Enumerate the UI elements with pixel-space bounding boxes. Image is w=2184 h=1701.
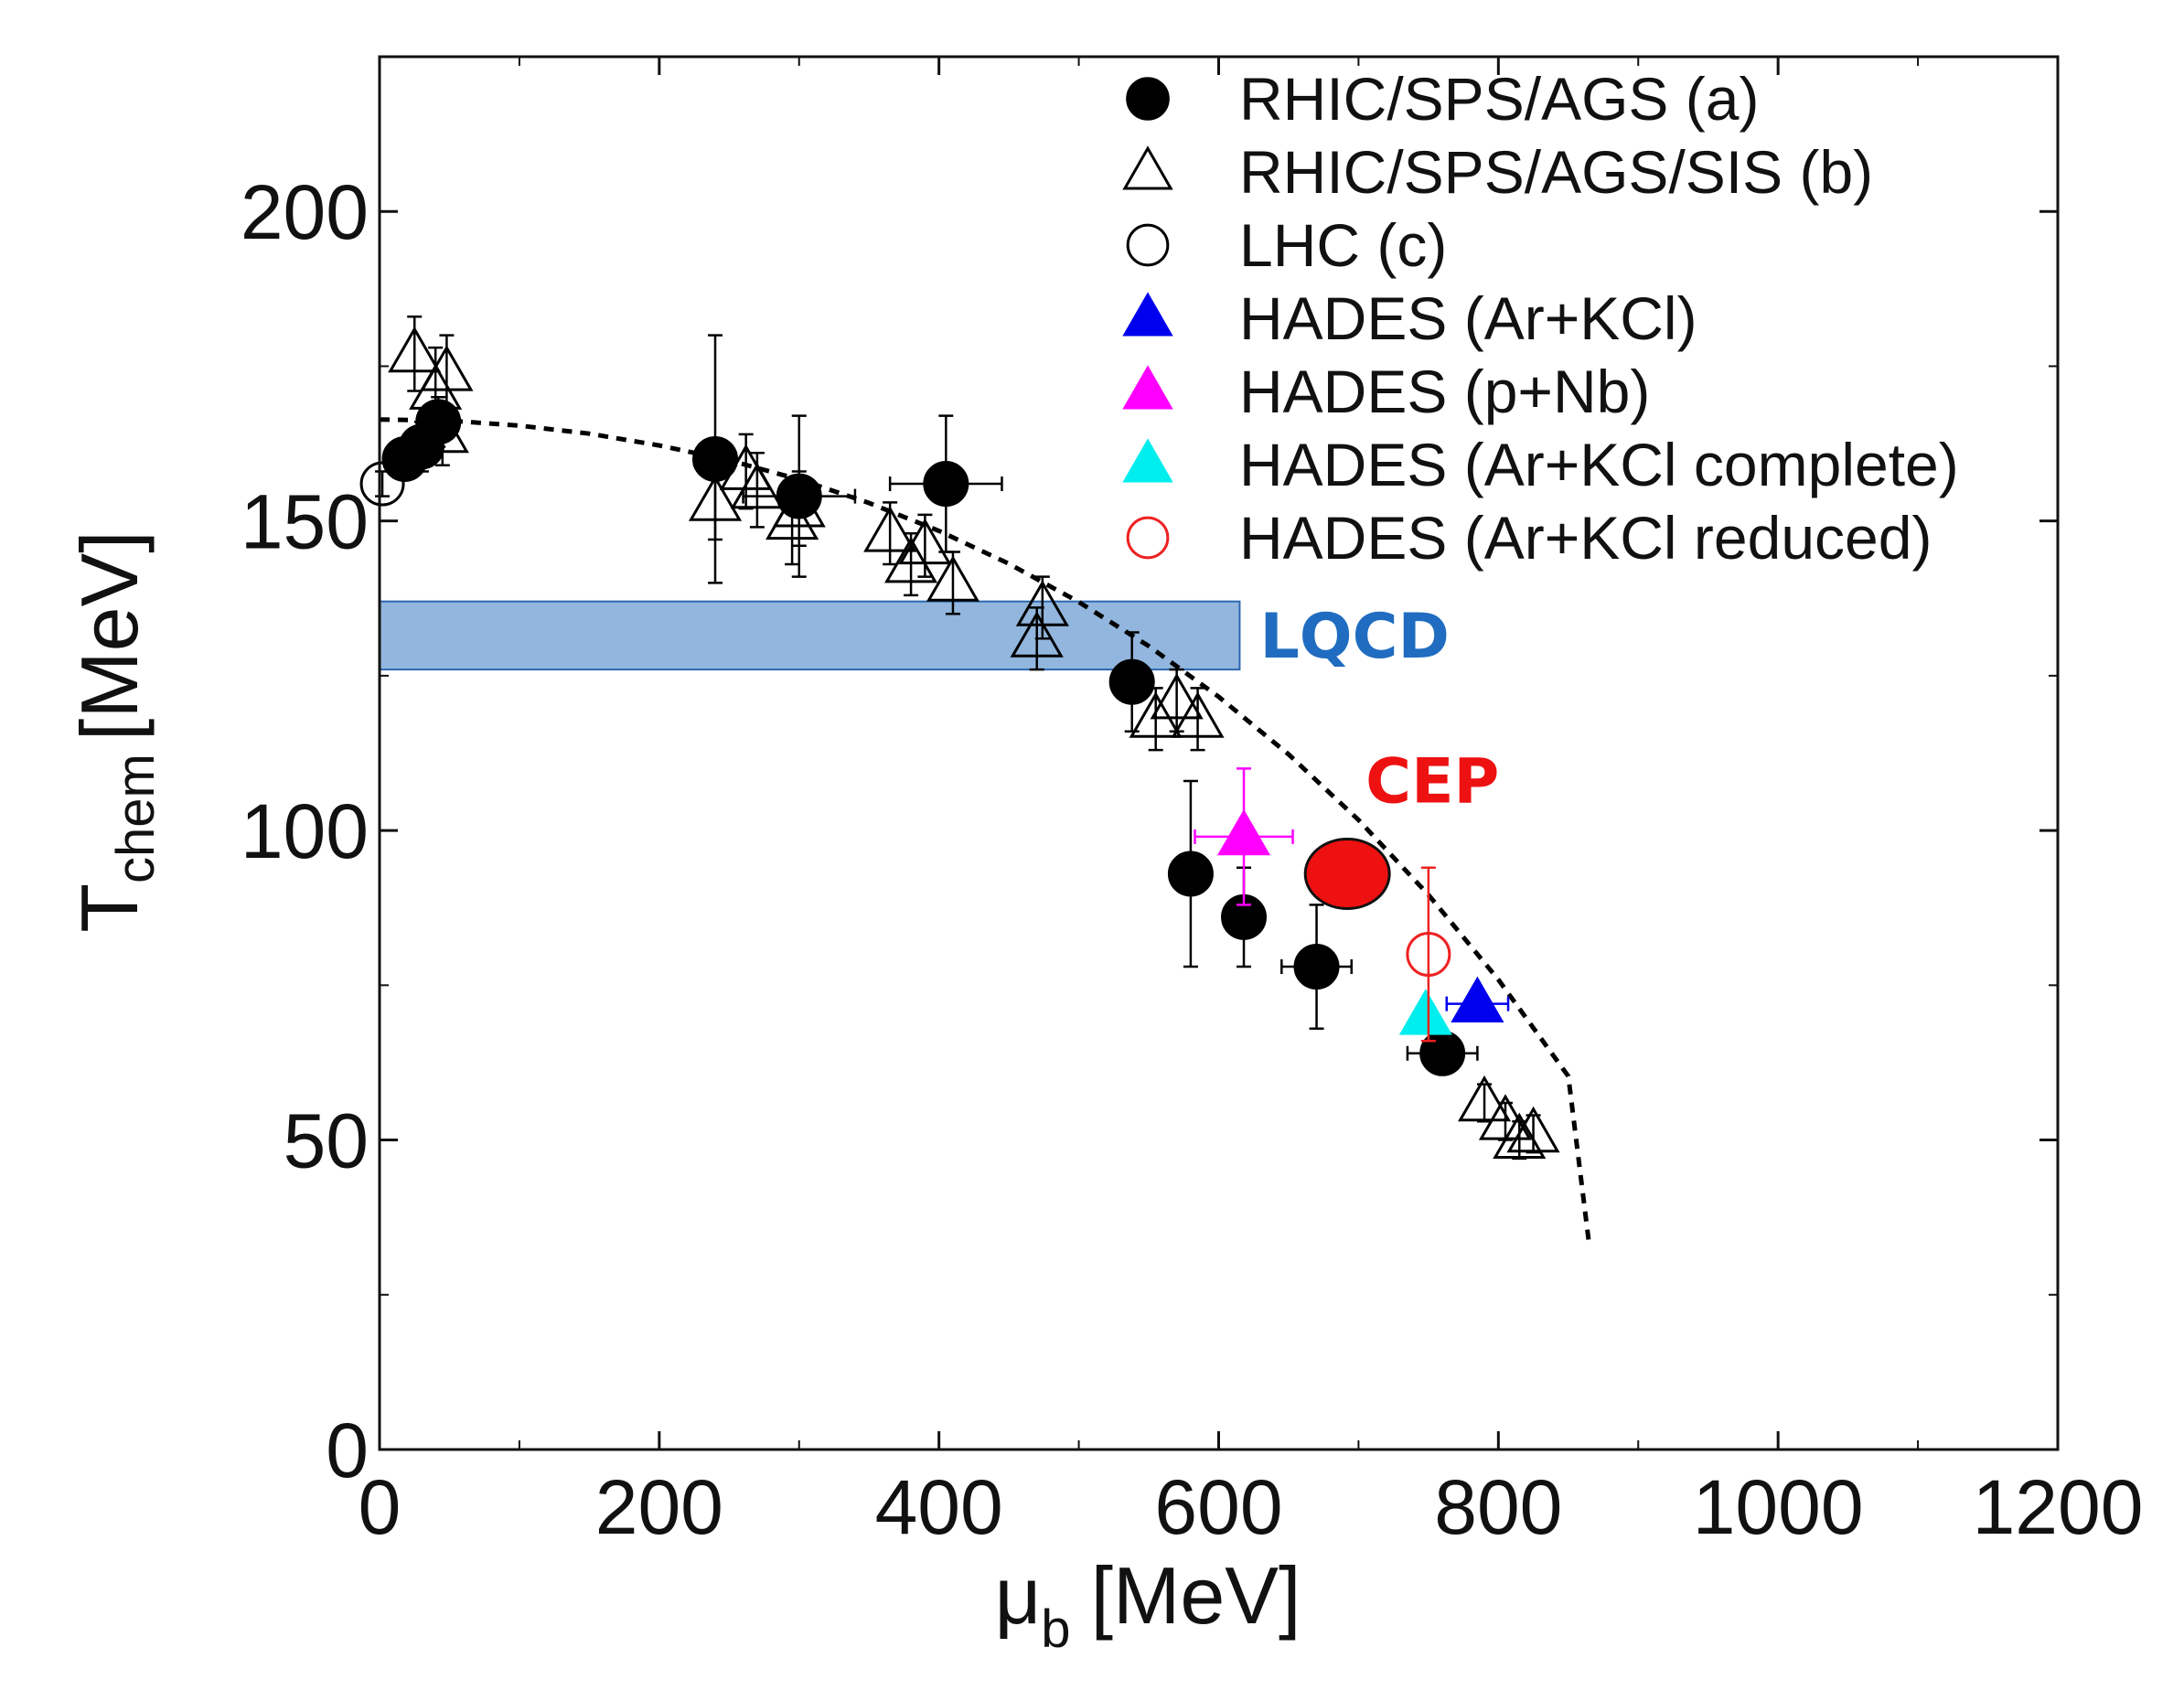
series-hades-ar-kcl — [1445, 976, 1510, 1022]
series-lhc-c — [359, 461, 405, 507]
x-axis-title: μb [MeV] — [995, 1550, 1301, 1659]
data-point-hades-p-nb-0 — [1217, 808, 1271, 856]
legend-entry-hades-ar-kcl-complete: HADES (Ar+KCl complete) — [1122, 431, 1959, 498]
x-tick-label: 1000 — [1693, 1464, 1864, 1550]
legend-marker-lhc-c — [1126, 223, 1170, 267]
data-point-rhic-sps-ags-sis-b-16 — [1150, 672, 1204, 720]
series-rhic-sps-ags-a — [381, 334, 1479, 1076]
cep-marker — [1303, 837, 1391, 910]
x-tick-label: 1200 — [1973, 1464, 2144, 1550]
series-hades-p-nb — [1194, 767, 1294, 906]
data-point-rhic-sps-ags-a-9 — [1293, 944, 1340, 990]
data-point-rhic-sps-ags-sis-b-21 — [1506, 1106, 1560, 1153]
legend-entry-rhic-sps-ags-sis-b: RHIC/SPS/AGS/SIS (b) — [1122, 138, 1873, 206]
annotation-layer: CEP — [1303, 745, 1499, 910]
tick-layer: 0 200 400 600 800 1000 1200 0 50 100 150 200 — [241, 57, 2144, 1550]
data-point-rhic-sps-ags-sis-b-14 — [1015, 580, 1069, 626]
y-axis-symbol: T — [64, 883, 155, 933]
legend-marker-hades-ar-kcl-reduced — [1126, 516, 1170, 560]
x-tick-label: 0 — [359, 1464, 401, 1550]
legend-marker-hades-ar-kcl — [1122, 292, 1173, 337]
legend-entry-hades-p-nb: HADES (p+Nb) — [1122, 358, 1650, 425]
legend-entry-rhic-sps-ags-a: RHIC/SPS/AGS (a) — [1126, 65, 1759, 133]
y-tick-label: 0 — [326, 1407, 369, 1493]
band-lqcd — [379, 600, 1241, 671]
legend-label-hades-ar-kcl: HADES (Ar+KCl) — [1239, 284, 1697, 352]
legend-label-rhic-sps-ags-a: RHIC/SPS/AGS (a) — [1239, 65, 1759, 133]
x-tick-label: 800 — [1434, 1464, 1562, 1550]
data-point-rhic-sps-ags-sis-b-0 — [388, 326, 442, 373]
series-rhic-sps-ags-sis-b — [388, 316, 1560, 1161]
data-point-rhic-sps-ags-a-2 — [415, 399, 462, 445]
data-point-hades-ar-kcl-complete-0 — [1398, 989, 1452, 1035]
data-point-rhic-sps-ags-sis-b-15 — [1129, 691, 1183, 738]
legend-entry-hades-ar-kcl: HADES (Ar+KCl) — [1122, 284, 1697, 352]
x-tick-label: 400 — [875, 1464, 1003, 1550]
svg-text:Tchem[MeV]: Tchem [MeV] — [64, 530, 166, 932]
x-axis-symbol: μ — [995, 1550, 1042, 1641]
legend-marker-hades-p-nb — [1122, 365, 1173, 410]
y-tick-label: 200 — [241, 169, 369, 255]
y-tick-label: 50 — [284, 1098, 369, 1184]
data-point-rhic-sps-ags-a-5 — [923, 461, 969, 508]
data-point-rhic-sps-ags-sis-b-20 — [1493, 1112, 1547, 1159]
plot-frame — [378, 55, 2060, 1451]
data-point-rhic-sps-ags-sis-b-8 — [772, 481, 826, 528]
x-axis-subscript: b — [1041, 1599, 1070, 1659]
y-axis-title: Tchem [MeV] — [64, 530, 166, 932]
data-point-rhic-sps-ags-sis-b-13 — [1010, 611, 1064, 658]
data-point-rhic-sps-ags-sis-b-2 — [420, 345, 474, 391]
data-point-rhic-sps-ags-sis-b-9 — [863, 506, 917, 552]
x-axis-unit: [MeV] — [1091, 1550, 1301, 1641]
y-axis-unit: [MeV] — [64, 530, 155, 741]
data-point-rhic-sps-ags-sis-b-6 — [730, 462, 784, 509]
legend-entry-hades-ar-kcl-reduced: HADES (Ar+KCl reduced) — [1126, 504, 1932, 572]
legend: RHIC/SPS/AGS (a)RHIC/SPS/AGS/SIS (b)LHC … — [1122, 65, 1959, 572]
legend-marker-rhic-sps-ags-sis-b — [1122, 145, 1173, 190]
data-point-rhic-sps-ags-sis-b-18 — [1458, 1075, 1512, 1122]
series-hades-ar-kcl-complete — [1398, 989, 1452, 1035]
svg-text:μb[MeV]: μb [MeV] — [995, 1550, 1301, 1659]
data-point-hades-ar-kcl-0 — [1451, 976, 1504, 1022]
data-point-rhic-sps-ags-sis-b-3 — [415, 406, 469, 454]
marker-layer — [359, 316, 1560, 1161]
legend-label-hades-ar-kcl-complete: HADES (Ar+KCl complete) — [1239, 431, 1959, 498]
data-point-rhic-sps-ags-a-6 — [1108, 658, 1155, 705]
data-point-rhic-sps-ags-sis-b-17 — [1171, 691, 1225, 738]
legend-label-hades-ar-kcl-reduced: HADES (Ar+KCl reduced) — [1239, 504, 1932, 572]
cep-label: CEP — [1365, 745, 1499, 818]
band-layer: LQCD — [379, 600, 1450, 673]
plot-area: LQCD 0 200 400 600 800 1000 1200 0 50 100 150 200 C… — [241, 55, 2144, 1550]
legend-marker-hades-ar-kcl-complete — [1122, 438, 1173, 483]
legend-label-rhic-sps-ags-sis-b: RHIC/SPS/AGS/SIS (b) — [1239, 138, 1873, 206]
data-point-rhic-sps-ags-a-10 — [1419, 1030, 1466, 1076]
y-tick-label: 150 — [241, 479, 369, 565]
data-point-rhic-sps-ags-sis-b-4 — [688, 475, 743, 521]
x-tick-label: 200 — [595, 1464, 723, 1550]
legend-marker-rhic-sps-ags-a — [1126, 77, 1170, 121]
band-label-lqcd: LQCD — [1259, 601, 1450, 673]
data-point-rhic-sps-ags-sis-b-11 — [898, 518, 952, 565]
x-tick-label: 600 — [1154, 1464, 1282, 1550]
data-point-rhic-sps-ags-sis-b-10 — [884, 536, 938, 583]
data-point-lhc-c-0 — [359, 461, 405, 507]
y-tick-label: 100 — [241, 788, 369, 874]
y-axis-subscript: chem — [106, 754, 166, 883]
legend-label-lhc-c: LHC (c) — [1239, 211, 1447, 279]
legend-label-hades-p-nb: HADES (p+Nb) — [1239, 358, 1650, 425]
data-point-rhic-sps-ags-sis-b-12 — [926, 555, 980, 602]
data-point-rhic-sps-ags-a-7 — [1167, 850, 1214, 897]
data-point-hades-ar-kcl-reduced-0 — [1406, 931, 1451, 977]
series-hades-ar-kcl-reduced — [1406, 866, 1451, 1043]
legend-entry-lhc-c: LHC (c) — [1126, 211, 1447, 279]
